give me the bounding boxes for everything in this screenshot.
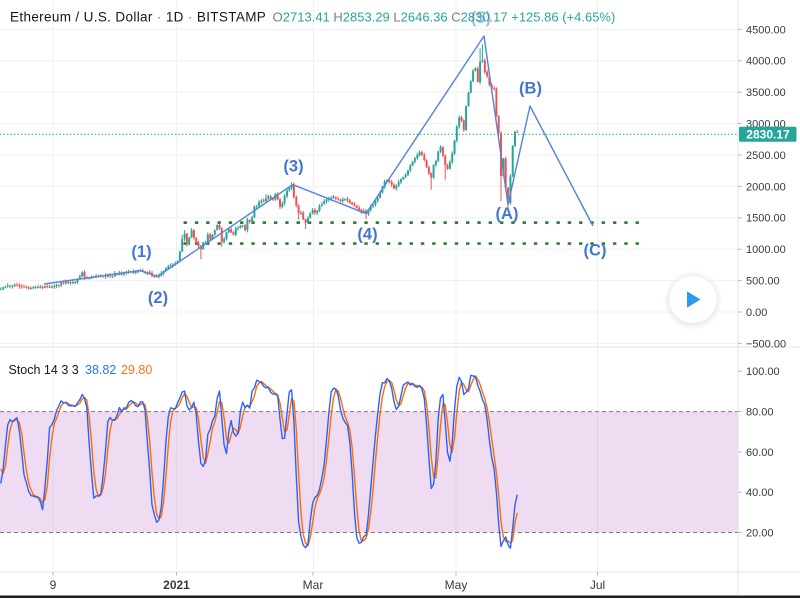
svg-text:2830.17: 2830.17 bbox=[746, 127, 790, 141]
svg-text:9: 9 bbox=[50, 578, 57, 592]
svg-text:4500.00: 4500.00 bbox=[746, 24, 786, 36]
svg-text:Mar: Mar bbox=[303, 578, 324, 592]
svg-text:2021: 2021 bbox=[163, 578, 190, 592]
svg-text:2500.00: 2500.00 bbox=[746, 150, 786, 162]
svg-text:(B): (B) bbox=[519, 79, 542, 97]
svg-text:500.00: 500.00 bbox=[746, 276, 780, 288]
svg-text:20.00: 20.00 bbox=[746, 527, 774, 539]
svg-text:(5): (5) bbox=[471, 9, 491, 27]
svg-text:(3): (3) bbox=[283, 157, 303, 175]
svg-text:(C): (C) bbox=[584, 241, 607, 259]
svg-text:(2): (2) bbox=[148, 289, 168, 307]
svg-text:(A): (A) bbox=[496, 205, 519, 223]
svg-text:60.00: 60.00 bbox=[746, 447, 774, 459]
svg-text:Stoch 14 3 3: Stoch 14 3 3 bbox=[9, 363, 79, 377]
svg-text:29.80: 29.80 bbox=[121, 363, 152, 377]
svg-text:3500.00: 3500.00 bbox=[746, 87, 786, 99]
svg-text:38.82: 38.82 bbox=[85, 363, 116, 377]
svg-text:(4): (4) bbox=[357, 225, 377, 243]
svg-text:May: May bbox=[445, 578, 468, 592]
svg-text:1000.00: 1000.00 bbox=[746, 244, 786, 256]
svg-text:80.00: 80.00 bbox=[746, 407, 774, 419]
svg-text:(1): (1) bbox=[131, 243, 151, 261]
svg-text:Jul: Jul bbox=[590, 578, 605, 592]
svg-text:2000.00: 2000.00 bbox=[746, 181, 786, 193]
svg-text:40.00: 40.00 bbox=[746, 487, 774, 499]
svg-text:−500.00: −500.00 bbox=[746, 338, 786, 350]
svg-text:0.00: 0.00 bbox=[746, 307, 767, 319]
svg-text:Ethereum / U.S. Dollar · 1D ·: Ethereum / U.S. Dollar · 1D · BITSTAMP O… bbox=[10, 10, 615, 25]
svg-text:100.00: 100.00 bbox=[746, 366, 780, 378]
svg-text:1500.00: 1500.00 bbox=[746, 213, 786, 225]
svg-text:4000.00: 4000.00 bbox=[746, 56, 786, 68]
